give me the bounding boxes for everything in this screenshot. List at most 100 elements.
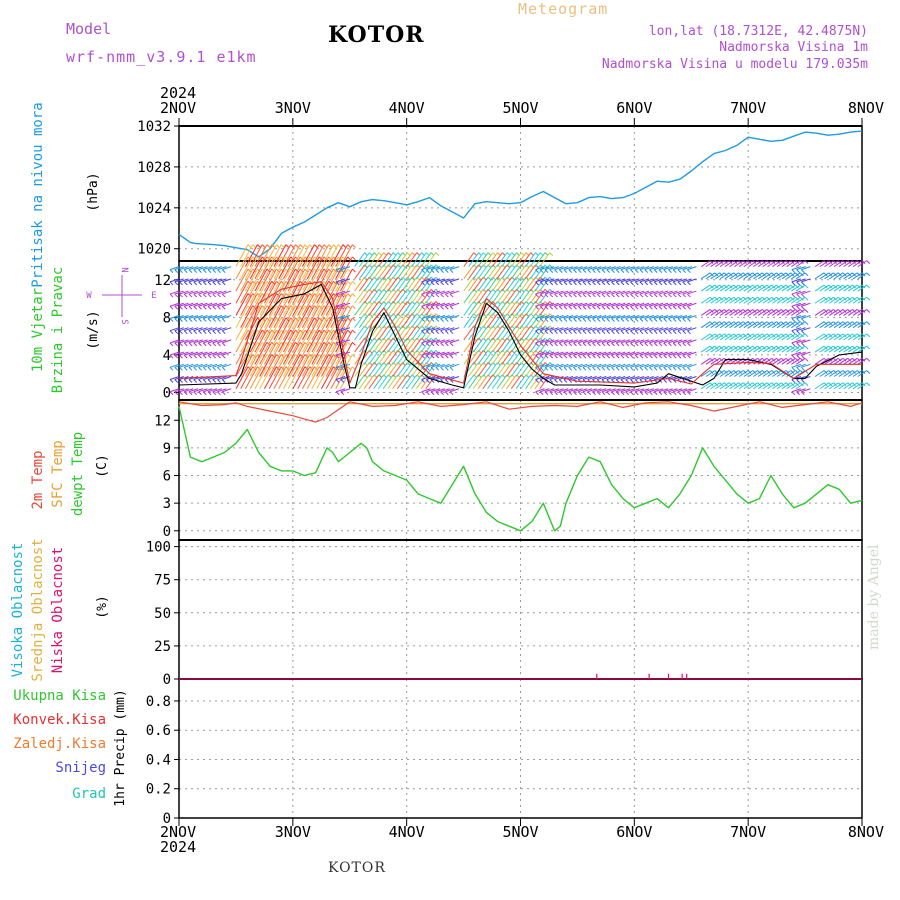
wind-barb-flag: [563, 281, 568, 286]
wind-barb-flag: [554, 293, 558, 298]
wind-barb: [382, 264, 394, 280]
wind-barb: [282, 268, 296, 292]
wind-barb-flag: [563, 305, 568, 310]
wind-barb-flag: [682, 330, 687, 335]
wind-barb: [573, 351, 583, 356]
wind-barb: [559, 339, 569, 344]
wind-barb: [449, 278, 460, 283]
wind-barb-flag: [823, 370, 828, 374]
wind-barb-flag: [198, 342, 202, 347]
wind-barb: [501, 301, 513, 316]
wind-barb: [212, 351, 222, 356]
wind-barb: [203, 351, 213, 356]
wind-barb-flag: [212, 366, 217, 371]
wind-barb: [430, 351, 441, 356]
wind-barb: [392, 264, 404, 280]
wind-barb: [396, 301, 408, 316]
wind-barb: [829, 382, 839, 390]
wind-barb: [212, 376, 222, 380]
wind-barb-flag: [435, 391, 440, 396]
wind-barb: [520, 301, 532, 316]
wind-barb: [700, 382, 711, 390]
wind-barb: [203, 266, 213, 271]
wind-barb: [222, 290, 232, 295]
wind-barb-flag: [639, 318, 644, 322]
lonlat-text: lon,lat (18.7312E, 42.4875N): [648, 24, 868, 39]
wind-barb-flag: [757, 321, 761, 326]
wind-barb-flag: [719, 309, 724, 313]
wind-barb: [715, 370, 725, 377]
wind-barb: [814, 284, 825, 292]
wind-barb: [382, 288, 394, 304]
wind-barb-flag: [724, 296, 728, 301]
wind-barb-flag: [558, 330, 563, 335]
wind-barb-flag: [577, 305, 582, 310]
wind-barb-flag: [644, 293, 649, 298]
wind-barb-flag: [833, 345, 837, 350]
wind-barb: [482, 276, 494, 292]
wind-barb: [406, 252, 418, 267]
wind-barb-flag: [535, 379, 539, 383]
wind-barb-flag: [435, 354, 440, 359]
wind-barb-flag: [549, 252, 554, 256]
wind-barb: [320, 329, 334, 353]
wind-barb: [282, 354, 296, 377]
wind-barb: [772, 296, 782, 304]
wind-barb: [435, 314, 445, 319]
wind-barb-flag: [757, 345, 761, 350]
wind-barb-flag: [762, 272, 766, 277]
wind-barb: [719, 345, 730, 353]
wind-barb: [340, 290, 351, 295]
time-label-bottom: 5NOV: [502, 823, 538, 841]
wind-barb-flag: [611, 342, 615, 347]
wind-barb-flag: [658, 330, 663, 335]
wind-barb-flag: [611, 354, 615, 359]
wind-barb-flag: [549, 391, 554, 396]
wind-barb-flag: [709, 296, 714, 301]
wind-barb: [539, 252, 551, 267]
wind-barb: [549, 302, 559, 307]
wind-barb: [687, 302, 697, 307]
wind-barb-flag: [856, 345, 861, 350]
wind-barb: [838, 321, 849, 329]
wind-barb-flag: [785, 345, 790, 350]
wind-barb: [325, 354, 339, 377]
wind-barb: [554, 376, 564, 380]
wind-barb-flag: [852, 284, 856, 289]
wind-barb-flag: [757, 260, 761, 264]
wind-barb-flag: [221, 269, 226, 273]
wind-barb: [301, 317, 315, 341]
wind-barb: [440, 278, 450, 283]
wind-barb-flag: [444, 318, 449, 322]
wind-barb: [772, 309, 782, 316]
wind-barb: [287, 244, 301, 267]
wind-barb: [340, 302, 351, 307]
wind-barb: [644, 266, 654, 271]
wind-barb: [611, 266, 621, 271]
wind-barb-flag: [714, 357, 719, 362]
wind-barb: [377, 337, 389, 353]
wind-barb-flag: [615, 342, 620, 347]
wind-barb: [174, 290, 184, 295]
wind-barb: [852, 333, 863, 341]
wind-barb: [597, 314, 607, 319]
wind-barb: [463, 374, 475, 390]
wind-barb: [710, 309, 720, 316]
wind-barb-flag: [790, 272, 795, 277]
wind-barb-flag: [625, 366, 630, 371]
wind-barb: [301, 293, 315, 316]
wind-barb: [578, 278, 588, 283]
wind-barb: [710, 272, 720, 280]
wind-barb-flag: [781, 321, 785, 326]
wind-barb-flag: [582, 391, 587, 396]
wind-barb: [781, 333, 792, 341]
wind-barb: [824, 357, 834, 365]
wind-barb: [377, 325, 389, 341]
wind-barb: [578, 363, 588, 368]
wind-barb: [729, 382, 739, 390]
wind-barb: [597, 266, 607, 271]
wind-barb: [568, 290, 578, 295]
wind-barb-flag: [212, 354, 217, 359]
wind-barb: [838, 357, 849, 365]
wind-barb: [620, 351, 631, 356]
